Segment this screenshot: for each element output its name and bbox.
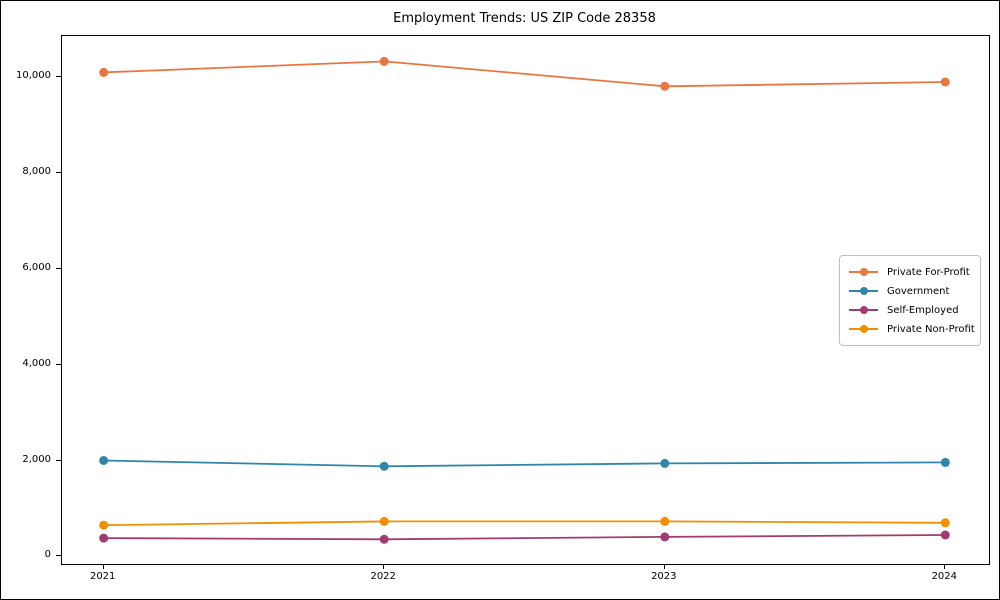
series-line-1: [103, 459, 946, 468]
legend-series-marker-icon: [849, 286, 878, 296]
data-point: [99, 67, 109, 77]
y-tick-label: 4,000: [22, 357, 51, 369]
data-point: [940, 530, 950, 540]
x-tick-label: 2023: [651, 571, 677, 582]
y-tick-mark: [56, 76, 61, 78]
data-point: [660, 532, 670, 542]
y-tick-mark: [56, 363, 61, 365]
data-point: [940, 518, 950, 528]
x-tick-mark: [663, 564, 665, 569]
legend-series-marker-icon: [849, 324, 878, 334]
x-tick-mark: [102, 564, 104, 569]
data-point: [660, 458, 670, 468]
series-line-0: [103, 60, 946, 88]
series-line-2: [103, 534, 946, 541]
data-point: [379, 516, 389, 526]
x-tick-label: 2021: [89, 571, 116, 582]
legend-label: Private For-Profit: [887, 266, 970, 278]
legend-label: Private Non-Profit: [887, 323, 975, 335]
data-point: [99, 520, 109, 530]
legend-series-marker-icon: [849, 267, 878, 277]
data-point: [660, 81, 670, 91]
line-chart-canvas: [99, 56, 950, 544]
y-tick-label: 8,000: [22, 166, 51, 177]
data-point: [379, 461, 389, 471]
data-point: [99, 456, 109, 465]
legend-label: Government: [887, 285, 950, 297]
y-tick-mark: [56, 267, 61, 269]
y-tick-mark: [56, 172, 61, 173]
legend-item-3: Private Non-Profit: [849, 320, 975, 338]
x-tick-mark: [944, 564, 946, 569]
data-point: [940, 77, 950, 87]
y-tick-label: 10,000: [16, 70, 51, 82]
x-tick-label: 2024: [931, 571, 958, 582]
chart-title: Employment Trends: US ZIP Code 28358: [393, 11, 656, 26]
x-tick-label: 2022: [370, 571, 396, 582]
legend-item-1: Government: [849, 282, 972, 300]
chart-legend: Private For-Profit Government Self-Employe…: [839, 255, 981, 346]
y-tick-label: 6,000: [22, 261, 51, 273]
legend-label: Self-Employed: [887, 304, 959, 316]
data-point: [379, 534, 389, 544]
series-line-3: [103, 520, 946, 527]
data-point: [379, 56, 389, 66]
data-point: [99, 533, 109, 543]
y-tick-label: 0: [44, 549, 51, 561]
x-tick-mark: [383, 564, 385, 569]
data-point: [660, 516, 670, 526]
legend-item-2: Self-Employed: [849, 301, 972, 319]
data-point: [940, 457, 950, 467]
plot-area: Private For-Profit Government Self-Employe…: [61, 35, 990, 565]
legend-series-marker-icon: [849, 305, 878, 315]
y-tick-mark: [56, 459, 61, 461]
legend-item-0: Private For-Profit: [849, 263, 972, 281]
y-tick-label: 2,000: [22, 453, 51, 465]
y-tick-mark: [56, 555, 61, 557]
